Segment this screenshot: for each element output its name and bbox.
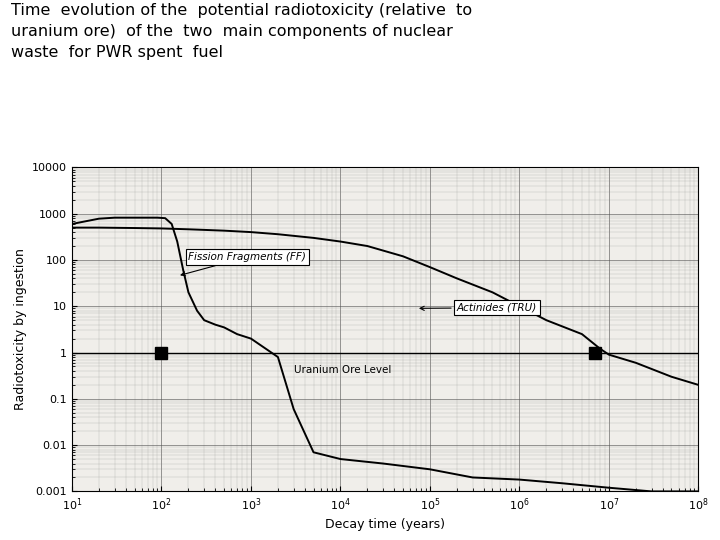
Text: Fission Fragments (FF): Fission Fragments (FF) (181, 252, 306, 276)
Text: Actinides (TRU): Actinides (TRU) (420, 303, 537, 313)
Text: Time  evolution of the  potential radiotoxicity (relative  to
uranium ore)  of t: Time evolution of the potential radiotox… (11, 3, 472, 60)
Y-axis label: Radiotoxicity by ingestion: Radiotoxicity by ingestion (14, 248, 27, 410)
Text: Uranium Ore Level: Uranium Ore Level (294, 364, 391, 375)
X-axis label: Decay time (years): Decay time (years) (325, 518, 445, 531)
